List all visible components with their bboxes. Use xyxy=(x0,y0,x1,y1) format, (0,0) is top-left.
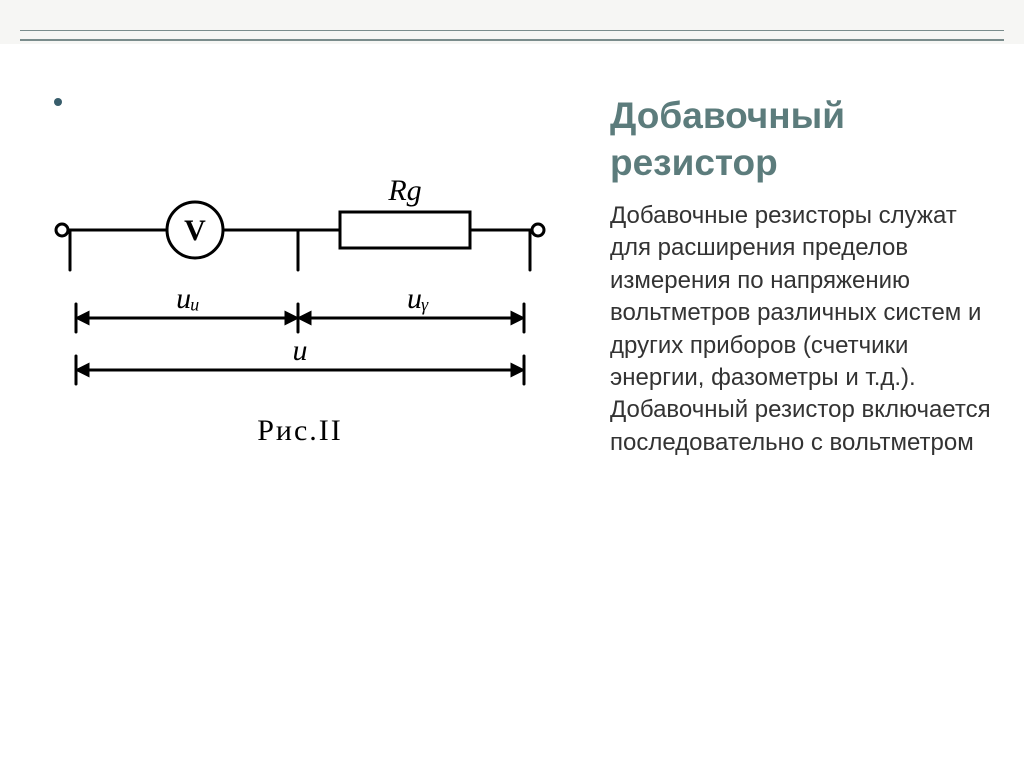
label-u: u xyxy=(293,334,308,367)
slide-title: Добавочный резистор xyxy=(610,92,994,187)
bullet-icon xyxy=(54,98,62,106)
top-rule-lines xyxy=(20,30,1004,41)
slide-body: Добавочные резисторы служат для расширен… xyxy=(610,200,994,459)
label-ug: uᵧ xyxy=(407,282,429,315)
voltmeter-label: V xyxy=(184,214,206,247)
circuit-figure: V Rg uᵤ uᵧ u Рис.II xyxy=(30,170,570,510)
figure-caption: Рис.II xyxy=(257,414,343,447)
resistor-label: Rg xyxy=(387,174,421,207)
top-rule xyxy=(0,0,1024,44)
circuit-svg: V Rg uᵤ uᵧ u Рис.II xyxy=(30,170,570,510)
slide: Добавочный резистор Добавочные резисторы… xyxy=(0,0,1024,768)
label-uv: uᵤ xyxy=(176,282,200,315)
